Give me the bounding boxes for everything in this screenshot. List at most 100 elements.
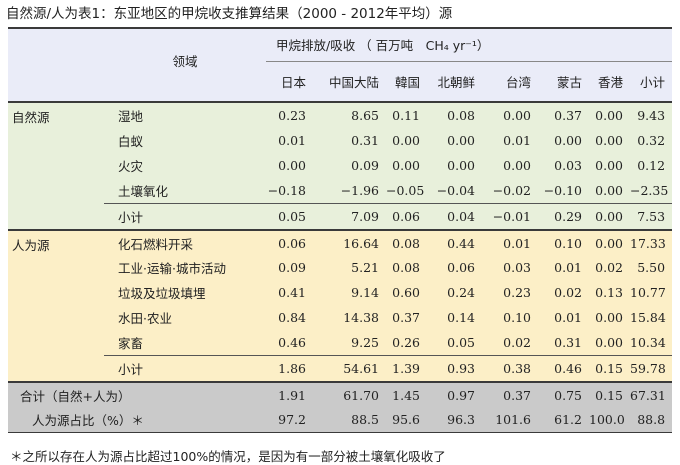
table-row: 自然源 湿地 0.23 8.65 0.11 0.08 0.00 0.37 0.0…: [8, 101, 673, 230]
value-cell: 0.01: [482, 229, 538, 255]
value-cell: 0.41: [278, 285, 306, 300]
table-row: 工业·运输·城市活动 0.09 5.21 0.08 0.06 0.03 0.01…: [8, 255, 673, 280]
row-label: 垃圾及垃圾填埋: [118, 286, 206, 301]
value-cell: 0.00: [554, 133, 582, 148]
value-cell: −0.02: [492, 182, 531, 198]
table-row: 人为源 化石燃料开采 0.06 16.64 0.08 0.44 0.01 0.1…: [8, 229, 673, 382]
value-cell: 0.24: [447, 285, 475, 300]
value-cell: 0.15: [589, 354, 630, 382]
value-cell: 0.31: [351, 133, 379, 148]
table-row: 水田·农业 0.84 14.38 0.37 0.14 0.10 0.01 0.0…: [8, 305, 673, 330]
footnote: ＊之所以存在人为源占比超过100%的情况，是因为有一部分被土壤氧化吸收了: [10, 449, 446, 464]
row-label: 土壤氧化: [118, 183, 169, 199]
value-cell: 16.64: [313, 229, 386, 255]
value-cell: −1.96: [340, 182, 379, 198]
col-header-subtotal: 小计: [640, 74, 666, 90]
value-cell: 1.45: [386, 381, 427, 408]
col-header-japan: 日本: [280, 74, 306, 90]
value-cell: 88.8: [630, 408, 673, 433]
value-cell: 0.46: [538, 354, 589, 382]
header-row-group: 领域 甲烷排放/吸收 （ 百万吨 CH₄ yr⁻¹）: [8, 27, 673, 102]
value-cell: 0.02: [503, 334, 531, 350]
value-cell: 0.01: [554, 310, 582, 325]
table-row: 火灾 0.00 0.09 0.00 0.00 0.00 0.03 0.00 0.…: [8, 153, 673, 178]
group-header: 甲烷排放/吸收 （ 百万吨 CH₄ yr⁻¹）: [266, 27, 673, 62]
value-cell: 0.09: [278, 260, 306, 275]
value-cell: 0.23: [266, 101, 313, 128]
subtotal-row-anthropogenic: 小计 1.86 54.61 1.39 0.93 0.38 0.46 0.15 5…: [8, 354, 673, 382]
value-cell: 0.04: [427, 202, 482, 230]
value-cell: 0.13: [595, 285, 623, 300]
value-cell: 0.32: [637, 133, 666, 148]
value-cell: 9.14: [351, 285, 379, 300]
value-cell: 0.00: [278, 158, 306, 173]
value-cell: 0.06: [386, 202, 427, 230]
value-cell: 0.44: [427, 229, 482, 255]
value-cell: 17.33: [630, 229, 673, 255]
value-cell: 0.00: [482, 101, 538, 128]
value-cell: 0.08: [392, 260, 420, 275]
value-cell: 0.00: [503, 158, 531, 173]
value-cell: 0.02: [595, 260, 623, 275]
sector-header: 领域: [104, 27, 266, 102]
col-header-north-korea: 北朝鲜: [437, 74, 475, 90]
value-cell: 0.08: [427, 101, 482, 128]
value-cell: 97.2: [266, 408, 313, 433]
value-cell: 0.09: [351, 158, 379, 173]
category-anthropogenic: 人为源: [8, 229, 104, 382]
category-natural: 自然源: [8, 101, 104, 230]
value-cell: 0.37: [392, 310, 420, 325]
value-cell: 88.5: [313, 408, 386, 433]
col-header-taiwan: 台湾: [505, 74, 531, 90]
value-cell: 0.26: [392, 334, 420, 350]
col-header-china: 中国大陆: [328, 74, 379, 90]
value-cell: 10.34: [630, 334, 666, 350]
value-cell: 0.02: [554, 285, 582, 300]
table-row: 家畜 0.46 9.25 0.26 0.05 0.02 0.31 0.00 10…: [8, 330, 673, 355]
value-cell: 9.25: [351, 334, 379, 350]
value-cell: 59.78: [630, 354, 673, 382]
value-cell: 0.00: [447, 133, 475, 148]
value-cell: 0.93: [427, 354, 482, 382]
value-cell: 0.46: [278, 334, 306, 350]
value-cell: 0.37: [538, 101, 589, 128]
methane-budget-table: 领域 甲烷排放/吸收 （ 百万吨 CH₄ yr⁻¹） 日本 中国大陆 韓国 北朝…: [8, 27, 673, 433]
value-cell: 15.84: [630, 310, 666, 325]
value-cell: 96.3: [427, 408, 482, 433]
value-cell: 0.14: [447, 310, 475, 325]
row-label: 湿地: [104, 101, 266, 128]
table-row: 白蚁 0.01 0.31 0.00 0.00 0.01 0.00 0.00 0.…: [8, 128, 673, 153]
value-cell: −0.18: [267, 182, 306, 198]
value-cell: 0.15: [589, 381, 630, 408]
value-cell: 8.65: [313, 101, 386, 128]
value-cell: 0.23: [503, 285, 531, 300]
share-row: 人为源占比（%）＊ 97.2 88.5 95.6 96.3 101.6 61.2…: [8, 408, 673, 433]
value-cell: 0.10: [538, 229, 589, 255]
value-cell: −2.35: [630, 182, 669, 198]
table-row: 土壤氧化 −0.18 −1.96 −0.05 −0.04 −0.02 −0.10…: [8, 178, 673, 203]
value-cell: 0.60: [392, 285, 420, 300]
value-cell: 0.01: [554, 260, 582, 275]
value-cell: −0.10: [543, 182, 582, 198]
value-cell: 1.91: [266, 381, 313, 408]
row-label: 火灾: [118, 159, 144, 174]
row-label: 合计（自然+人为）: [8, 381, 266, 408]
row-label: 水田·农业: [118, 311, 172, 326]
value-cell: 0.08: [386, 229, 427, 255]
row-label: 工业·运输·城市活动: [118, 261, 226, 276]
value-cell: 0.00: [392, 133, 420, 148]
value-cell: 0.00: [595, 310, 623, 325]
table-row: 垃圾及垃圾填埋 0.41 9.14 0.60 0.24 0.23 0.02 0.…: [8, 280, 673, 305]
methane-budget-table-wrapper: 领域 甲烷排放/吸收 （ 百万吨 CH₄ yr⁻¹） 日本 中国大陆 韓国 北朝…: [8, 27, 673, 433]
value-cell: 0.05: [447, 334, 475, 350]
value-cell: 0.29: [538, 202, 589, 230]
value-cell: 61.70: [313, 381, 386, 408]
value-cell: 67.31: [630, 381, 673, 408]
value-cell: −0.05: [386, 182, 425, 198]
value-cell: 95.6: [386, 408, 427, 433]
value-cell: 0.37: [482, 381, 538, 408]
value-cell: 0.00: [595, 182, 623, 198]
value-cell: 0.11: [386, 101, 427, 128]
value-cell: 7.09: [313, 202, 386, 230]
value-cell: 0.31: [554, 334, 582, 350]
